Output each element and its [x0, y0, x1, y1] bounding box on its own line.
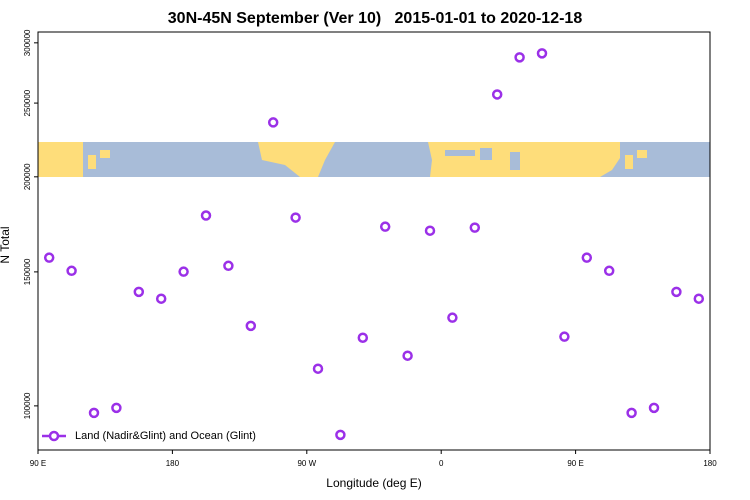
point — [88, 407, 100, 419]
y-tick-label: 100000 — [23, 392, 32, 419]
point — [200, 210, 212, 221]
y-tick-label: 250000 — [23, 89, 32, 116]
point — [223, 260, 234, 272]
chart-title: 30N-45N September (Ver 10) 2015-01-01 to… — [168, 10, 583, 27]
point — [402, 350, 413, 361]
y-tick-label: 300000 — [23, 29, 32, 56]
point — [43, 252, 55, 263]
point — [66, 265, 77, 277]
point — [603, 265, 615, 277]
point — [155, 293, 167, 304]
point — [335, 429, 346, 441]
point — [491, 89, 503, 100]
plot-frame — [37, 31, 711, 451]
y-axis-label: N Total — [0, 226, 12, 263]
point — [469, 222, 481, 233]
legend-marker — [48, 430, 60, 442]
point — [290, 212, 301, 223]
point — [648, 402, 660, 414]
point — [424, 225, 436, 236]
point — [581, 252, 593, 263]
point — [536, 48, 548, 59]
point — [693, 293, 705, 304]
point — [178, 266, 189, 277]
point — [133, 286, 145, 298]
point — [559, 331, 570, 342]
y-tick-label: 200000 — [23, 163, 32, 190]
legend: Land (Nadir&Glint) and Ocean (Glint) — [42, 430, 256, 442]
point — [626, 407, 637, 419]
x-tick-label: 180 — [703, 459, 717, 468]
y-tick-label: 150000 — [23, 258, 32, 285]
legend-label: Land (Nadir&Glint) and Ocean (Glint) — [75, 430, 256, 442]
point — [671, 286, 682, 298]
point — [447, 312, 458, 323]
x-tick-label: 0 — [439, 459, 444, 468]
point — [111, 402, 122, 414]
map-strip — [38, 142, 710, 177]
point — [514, 52, 525, 63]
point — [267, 117, 279, 128]
x-tick-label: 90 E — [30, 459, 46, 468]
point — [312, 363, 324, 374]
x-tick-label: 90 E — [567, 459, 583, 468]
x-tick-label: 90 W — [297, 459, 316, 468]
x-tick-label: 180 — [166, 459, 180, 468]
point — [379, 221, 391, 232]
x-axis-label: Longitude (deg E) — [326, 476, 421, 490]
point — [245, 320, 257, 332]
point — [357, 332, 369, 343]
